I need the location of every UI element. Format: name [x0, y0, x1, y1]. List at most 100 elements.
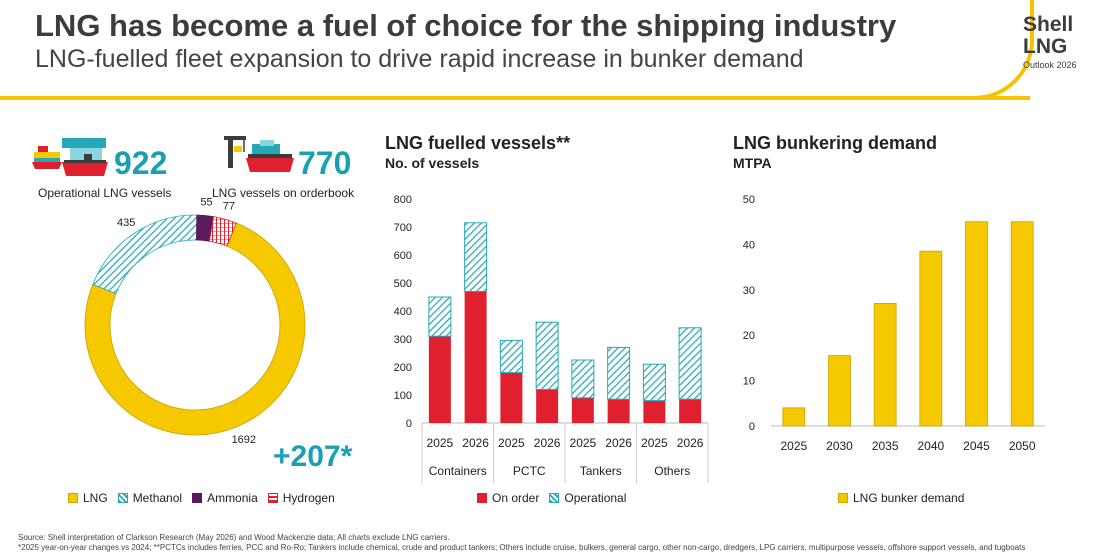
legend-label-lng: LNG — [83, 491, 108, 505]
vessels-xtick-label: 2026 — [462, 436, 489, 450]
bar-operational — [678, 327, 702, 400]
operational-vessels-label: Operational LNG vessels — [38, 186, 172, 200]
legend-item-lng: LNG — [68, 491, 108, 505]
donut-label-methanol: 435 — [117, 217, 135, 229]
orderbook-vessels-value: 770 — [298, 145, 352, 181]
bar-operational — [535, 321, 559, 390]
bar-bunker-demand — [1010, 221, 1034, 427]
header: LNG has become a fuel of choice for the … — [0, 0, 1095, 100]
legend-label-on-order: On order — [492, 491, 540, 505]
bar-on-order — [428, 336, 451, 423]
bunker-ytick-label: 10 — [743, 376, 755, 388]
bar-bunker-demand — [919, 250, 943, 427]
legend-label-methanol: Methanol — [132, 491, 183, 505]
footer-notes: *2025 year-on-year changes vs 2024; **PC… — [18, 543, 1026, 552]
bunker-ytick-label: 40 — [743, 239, 755, 251]
legend-swatch-operational — [549, 493, 560, 503]
vessels-bar-chart: 0 100 200 300 400 500 600 700 800 2025 2026 2025 202… — [394, 194, 709, 483]
legend-swatch-on-order — [477, 493, 487, 503]
bar-bunker-demand — [828, 355, 851, 427]
legend-swatch-methanol — [117, 493, 128, 503]
vessels-xtick-label: 2025 — [641, 436, 668, 450]
crane-ship-icon — [224, 136, 294, 172]
bar-operational — [499, 339, 523, 374]
yoy-change-value: +207* — [273, 440, 353, 473]
legend-item-methanol: Methanol — [117, 491, 183, 505]
donut-label-hydrogen: 77 — [223, 201, 235, 213]
ship-icon — [32, 138, 108, 176]
bar-operational — [571, 359, 595, 399]
bar-bunker-demand — [873, 303, 897, 427]
legend-item-ammonia: Ammonia — [192, 491, 258, 505]
logo-line1: Shell — [1023, 13, 1074, 36]
header-corner — [950, 0, 1034, 100]
bunker-xtick-label: 2050 — [1009, 439, 1036, 453]
bunker-xtick-label: 2035 — [872, 439, 899, 453]
legend-label-bunker-demand: LNG bunker demand — [853, 491, 965, 505]
legend-label-operational: Operational — [564, 491, 627, 505]
orderbook-vessels-label: LNG vessels on orderbook — [212, 186, 355, 200]
vessels-ytick-label: 700 — [394, 222, 412, 234]
legend-swatch-bunker-demand — [838, 493, 848, 503]
legend-item-on-order: On order — [477, 491, 539, 505]
vessels-group-label: Others — [654, 464, 690, 478]
page-subtitle: LNG-fuelled fleet expansion to drive rap… — [35, 45, 804, 73]
bunker-xtick-label: 2030 — [826, 439, 853, 453]
vessels-ytick-label: 500 — [394, 278, 412, 290]
bar-operational — [428, 296, 452, 337]
shell-lng-logo: Shell LNG Outlook 2026 — [1023, 13, 1093, 71]
operational-vessels-value: 922 — [114, 145, 168, 181]
vessels-xtick-label: 2026 — [677, 436, 704, 450]
bunkering-chart-ylabel: MTPA — [733, 155, 772, 171]
legend-swatch-lng — [68, 493, 78, 503]
bar-on-order — [643, 400, 666, 423]
bar-bunker-demand — [965, 221, 988, 427]
bar-operational — [464, 222, 488, 292]
vessels-ytick-label: 800 — [394, 194, 412, 206]
bunker-ytick-label: 20 — [743, 330, 755, 342]
vessels-ytick-label: 400 — [394, 306, 412, 318]
bar-on-order — [571, 397, 594, 423]
header-rule — [0, 96, 1030, 100]
vessels-ytick-label: 200 — [394, 362, 412, 374]
bar-on-order — [679, 399, 702, 423]
vessels-xtick-label: 2026 — [534, 436, 561, 450]
vessels-ytick-label: 100 — [394, 390, 412, 402]
bunker-xtick-label: 2040 — [917, 439, 944, 453]
bar-on-order — [464, 291, 487, 423]
vessels-xtick-label: 2025 — [498, 436, 525, 450]
vessels-xtick-label: 2025 — [427, 436, 454, 450]
legend-swatch-hydrogen — [267, 493, 278, 503]
bunkering-chart-title: LNG bunkering demand — [733, 133, 938, 153]
vessels-chart-title: LNG fuelled vessels** — [385, 133, 571, 153]
vessels-ytick-label: 600 — [394, 250, 412, 262]
bunker-xtick-label: 2045 — [963, 439, 990, 453]
legend-label-ammonia: Ammonia — [207, 491, 258, 505]
bar-on-order — [607, 399, 630, 423]
donut-label-ammonia: 55 — [200, 197, 212, 209]
legend-item-hydrogen: Hydrogen — [267, 491, 335, 505]
bunker-ytick-label: 30 — [743, 285, 755, 297]
legend-item-bunker-demand: LNG bunker demand — [838, 491, 964, 505]
vessels-ytick-label: 300 — [394, 334, 412, 346]
donut-slice-lng — [84, 222, 306, 436]
page-title: LNG has become a fuel of choice for the … — [35, 8, 897, 43]
bunker-legend: LNG bunker demand — [838, 491, 964, 505]
vessels-legend: On order Operational — [477, 491, 626, 505]
fuel-legend: LNG Methanol Ammonia Hydrogen — [68, 491, 335, 505]
vessels-xtick-label: 2026 — [605, 436, 632, 450]
vessels-group-label: Tankers — [580, 464, 622, 478]
bar-bunker-demand — [782, 407, 806, 427]
logo-line2: LNG — [1023, 35, 1068, 58]
bar-on-order — [500, 372, 523, 423]
legend-swatch-ammonia — [192, 493, 203, 503]
bunker-ytick-label: 50 — [743, 194, 755, 206]
bar-operational — [607, 346, 631, 400]
vessels-group-label: PCTC — [513, 464, 546, 478]
donut-slice-hydrogen — [208, 216, 237, 247]
bar-operational — [642, 363, 666, 402]
legend-item-operational: Operational — [549, 491, 626, 505]
donut-label-lng: 1692 — [232, 434, 256, 446]
legend-label-hydrogen: Hydrogen — [282, 491, 335, 505]
